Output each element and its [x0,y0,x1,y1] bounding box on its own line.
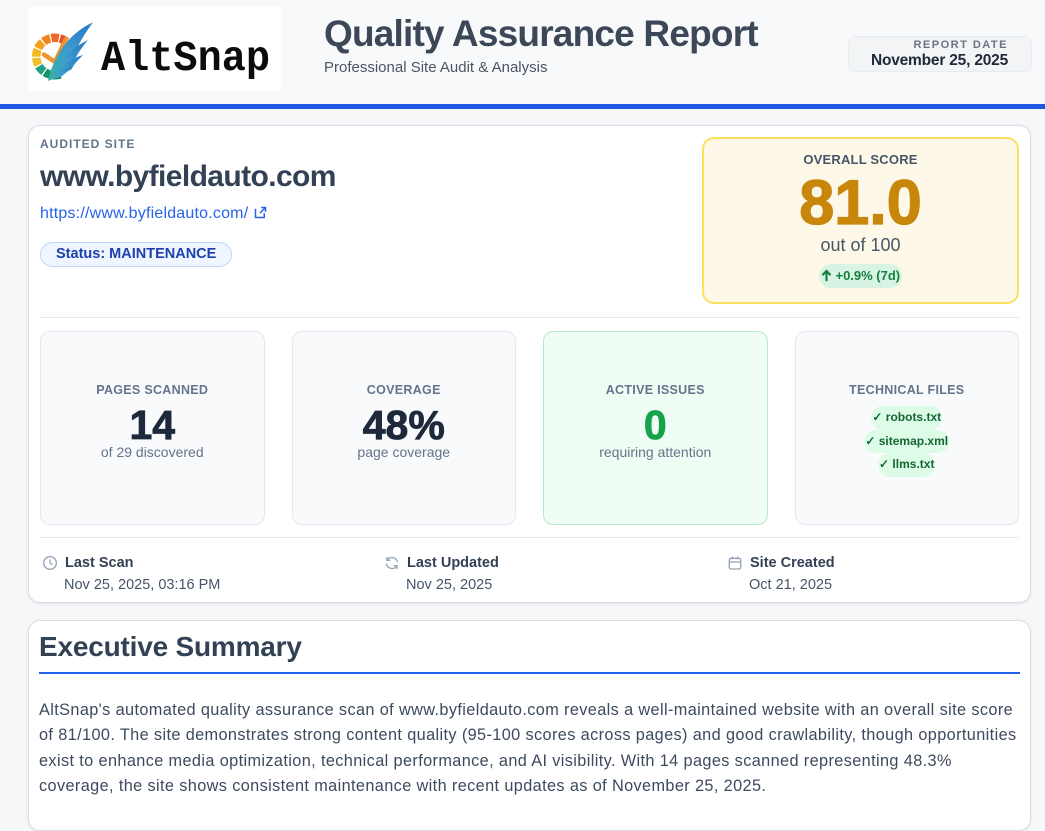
svg-text:AltSnap: AltSnap [101,34,270,83]
